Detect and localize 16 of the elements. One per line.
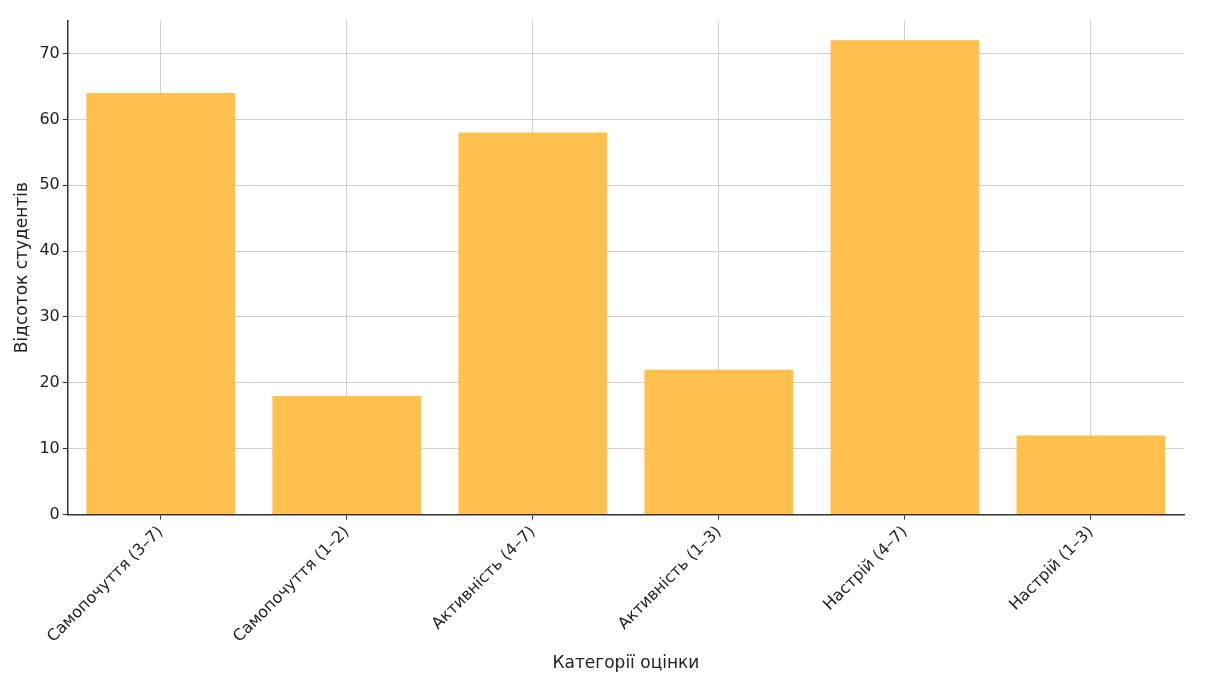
y-tick-label: 50 xyxy=(39,174,60,194)
bar xyxy=(272,396,422,515)
x-axis-title: Категорії оцінки xyxy=(552,652,700,673)
bar xyxy=(830,40,980,515)
y-tick-label: 10 xyxy=(39,437,60,457)
y-tick-label: 20 xyxy=(39,372,60,391)
y-axis-title: Відсоток студентів xyxy=(10,182,31,354)
bar xyxy=(644,369,794,515)
y-tick-label: 60 xyxy=(39,108,60,128)
y-tick-label: 40 xyxy=(39,240,60,260)
y-tick-label: 70 xyxy=(39,42,60,62)
bar xyxy=(86,93,236,515)
bar xyxy=(458,132,608,515)
bar xyxy=(1016,435,1166,515)
y-tick-label: 30 xyxy=(39,306,60,326)
y-tick-label: 0 xyxy=(49,503,60,523)
